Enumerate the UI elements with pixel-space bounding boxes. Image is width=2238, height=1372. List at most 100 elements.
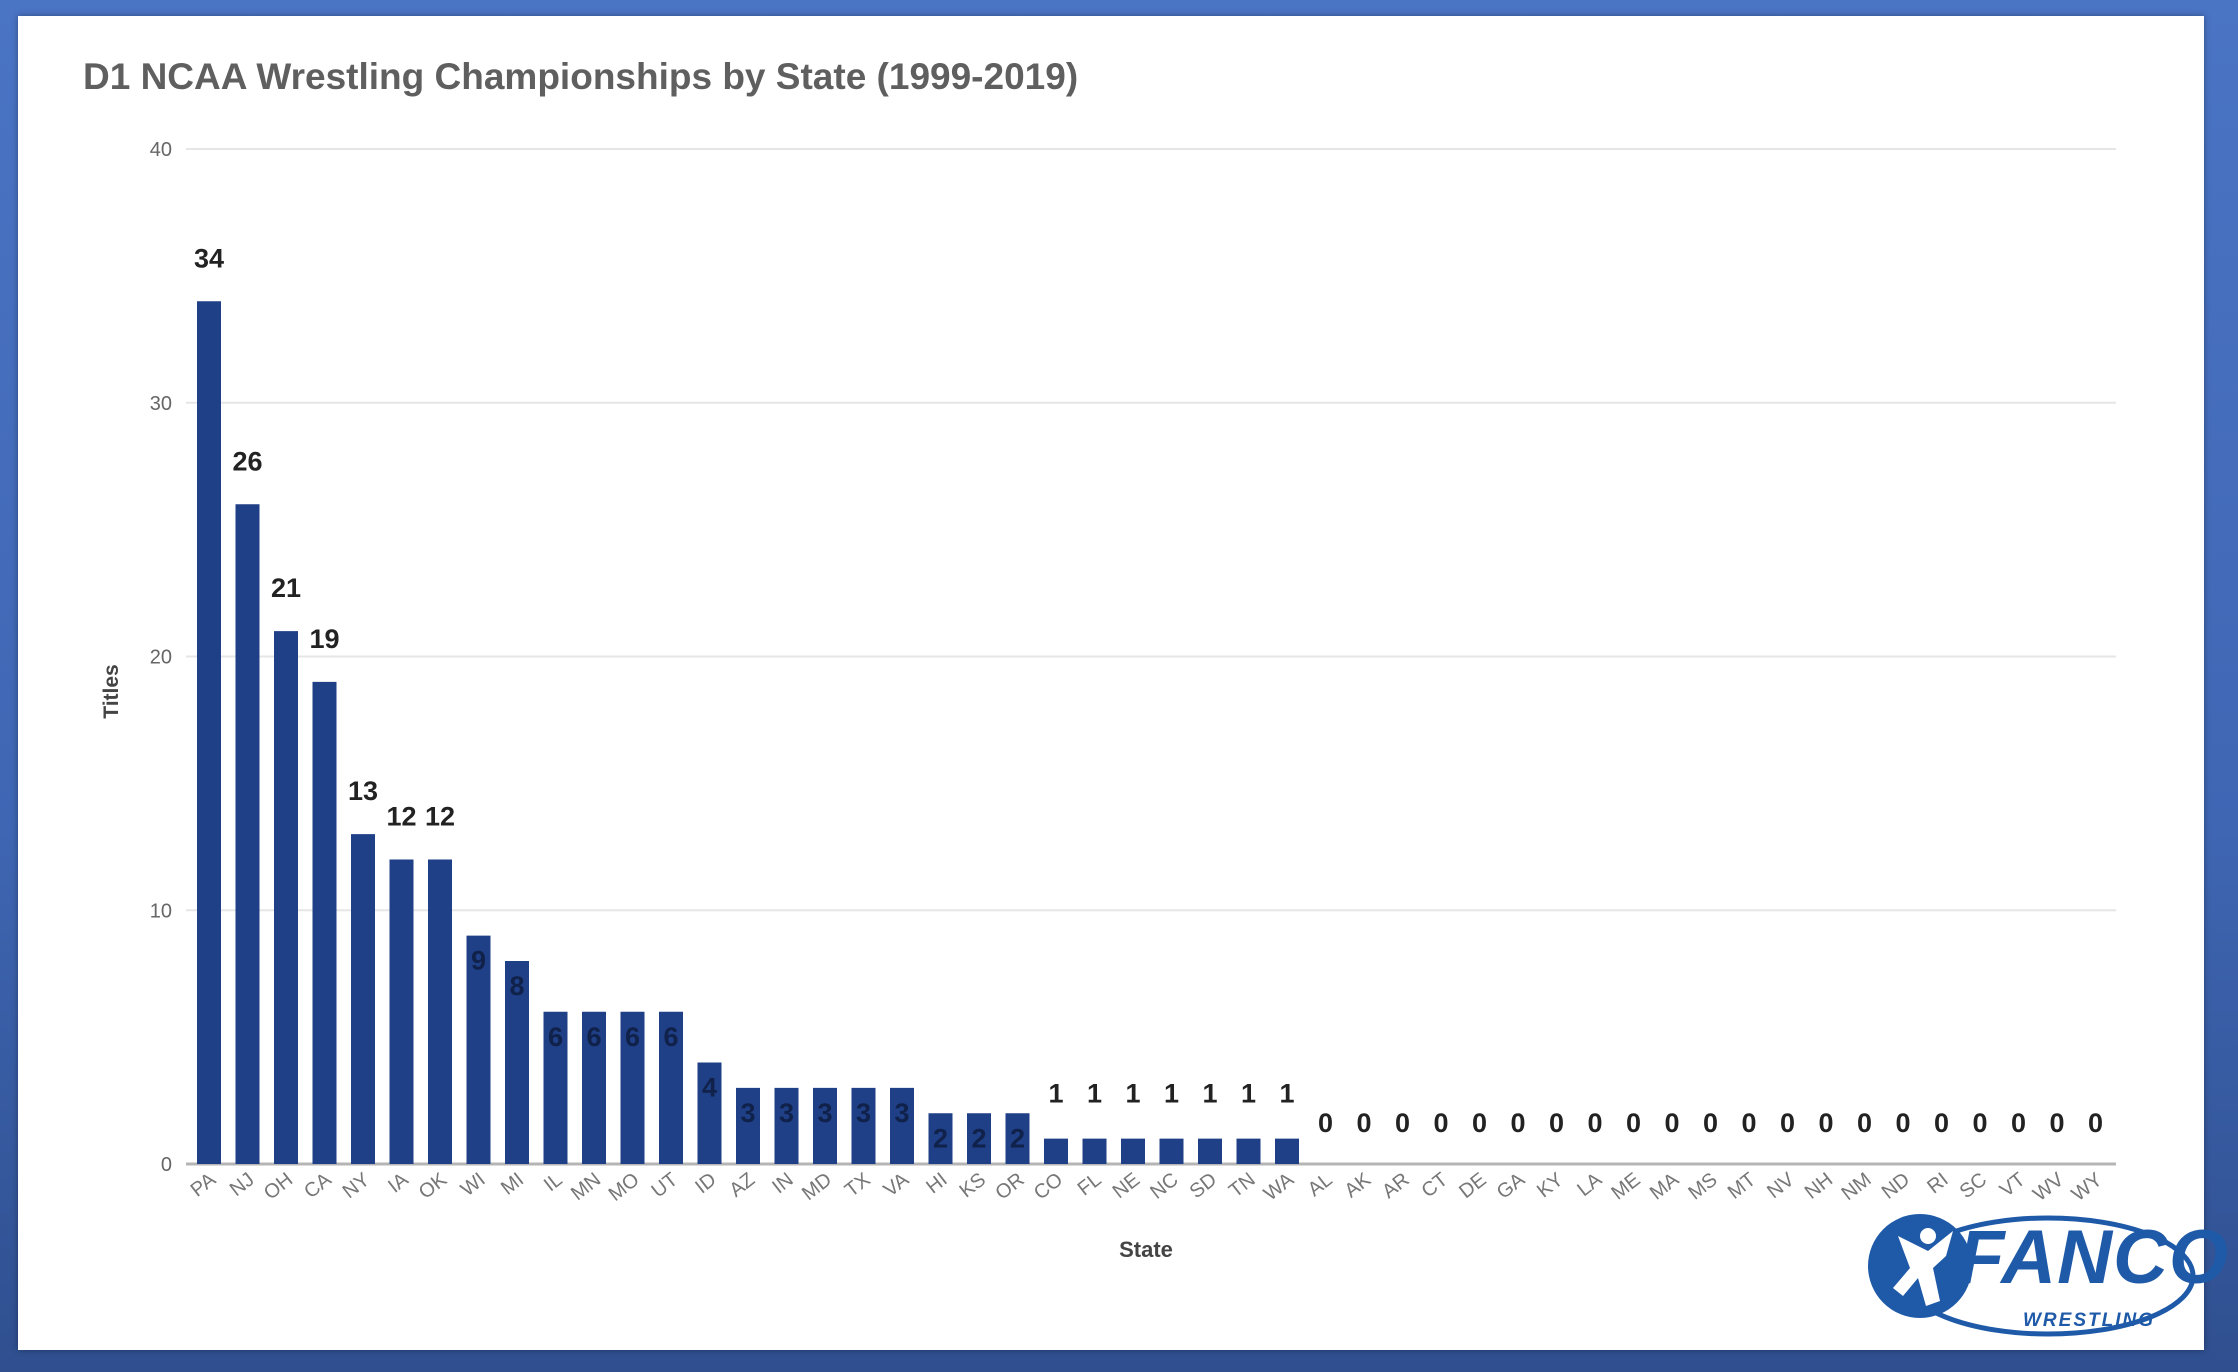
y-tick-label: 10 (150, 900, 172, 922)
logo-wordmark: FANCO (1958, 1215, 2229, 1300)
x-tick-label: NJ (226, 1169, 259, 1201)
bar-co (1044, 1138, 1068, 1164)
data-label: 0 (1356, 1108, 1371, 1138)
data-label: 0 (1703, 1108, 1718, 1138)
data-label: 6 (548, 1022, 563, 1052)
data-label: 12 (425, 802, 455, 832)
x-tick-label: FL (1074, 1169, 1106, 1201)
x-tick-label: HI (922, 1169, 951, 1199)
data-label: 0 (1895, 1108, 1910, 1138)
y-tick-label: 0 (161, 1154, 172, 1176)
bar-mn (582, 1011, 606, 1164)
y-tick-label: 40 (150, 139, 172, 161)
x-tick-label: LA (1573, 1168, 1606, 1201)
bar-ks (967, 1113, 991, 1164)
bar-il (543, 1011, 568, 1164)
x-tick-label: WI (457, 1169, 490, 1201)
data-label: 0 (2088, 1108, 2103, 1138)
data-label: 6 (663, 1022, 678, 1052)
x-tick-label: MS (1684, 1169, 1721, 1205)
bar-pa (197, 301, 221, 1164)
x-tick-label: VT (1996, 1169, 2030, 1202)
data-label: 6 (625, 1022, 640, 1052)
data-label: 3 (856, 1098, 871, 1128)
data-label: 0 (1472, 1108, 1487, 1138)
bar-md (813, 1087, 837, 1164)
bar-wa (1275, 1138, 1299, 1164)
bar-hi (928, 1113, 953, 1164)
data-label: 1 (1087, 1079, 1102, 1109)
bar-fl (1082, 1138, 1107, 1164)
x-tick-label: UT (648, 1169, 683, 1203)
x-tick-label: AL (1304, 1169, 1337, 1201)
bar-ia (389, 859, 414, 1164)
bar-mo (620, 1011, 645, 1164)
x-tick-label: NH (1801, 1169, 1837, 1204)
data-label: 3 (779, 1098, 794, 1128)
chart-title: D1 NCAA Wrestling Championships by State… (83, 56, 1079, 97)
bar-ut (659, 1011, 683, 1164)
x-tick-label: PA (187, 1168, 221, 1201)
x-tick-label: WA (1260, 1168, 1299, 1205)
logo-subtitle: WRESTLING (2023, 1310, 2155, 1331)
x-tick-label: OH (260, 1169, 297, 1205)
data-label: 0 (1433, 1108, 1448, 1138)
data-label: 12 (386, 802, 416, 832)
data-label: 1 (1241, 1079, 1256, 1109)
x-tick-label: AK (1341, 1168, 1376, 1202)
x-tick-label: IL (540, 1169, 567, 1197)
bar-or (1005, 1113, 1030, 1164)
data-label: 2 (933, 1123, 948, 1153)
x-tick-label: NC (1146, 1169, 1182, 1204)
data-label: 0 (1549, 1108, 1564, 1138)
data-label: 19 (309, 624, 339, 654)
bar-tn (1236, 1138, 1261, 1164)
data-label: 0 (1780, 1108, 1795, 1138)
x-tick-label: MO (605, 1169, 644, 1206)
x-tick-label: ID (691, 1169, 720, 1199)
bar-mi (505, 961, 529, 1164)
bar-va (890, 1087, 914, 1164)
bar-nc (1159, 1138, 1184, 1164)
x-tick-label: NE (1109, 1169, 1144, 1203)
x-tick-label: OK (415, 1168, 452, 1204)
x-tick-label: MA (1646, 1168, 1684, 1204)
x-tick-label: SC (1956, 1169, 1991, 1203)
x-tick-label: ME (1607, 1169, 1644, 1205)
data-label: 0 (1664, 1108, 1679, 1138)
bar-ne (1121, 1138, 1145, 1164)
x-tick-label: AZ (725, 1169, 759, 1202)
x-tick-label: NV (1763, 1168, 1799, 1203)
x-tick-label: CA (300, 1168, 336, 1203)
data-label: 2 (1010, 1123, 1025, 1153)
x-tick-label: MN (567, 1169, 605, 1205)
x-tick-label: MI (497, 1169, 528, 1200)
bar-ca (312, 681, 337, 1164)
y-tick-label: 30 (150, 393, 172, 415)
bar-ok (428, 859, 452, 1164)
x-tick-label: ND (1878, 1169, 1914, 1204)
data-label: 0 (1857, 1108, 1872, 1138)
data-label: 1 (1202, 1079, 1217, 1109)
x-tick-label: CT (1418, 1169, 1453, 1203)
data-label: 2 (971, 1123, 986, 1153)
x-tick-label: GA (1493, 1168, 1530, 1204)
data-label: 1 (1164, 1079, 1179, 1109)
x-tick-label: AR (1378, 1169, 1413, 1203)
data-label: 3 (740, 1098, 755, 1128)
data-label: 8 (509, 971, 524, 1001)
x-tick-label: OR (991, 1169, 1028, 1205)
y-axis-label: Titles (100, 664, 123, 718)
bar-az (736, 1087, 760, 1164)
bar-oh (274, 631, 298, 1164)
data-label: 0 (1318, 1108, 1333, 1138)
x-tick-label: KS (956, 1169, 991, 1203)
data-label: 6 (586, 1022, 601, 1052)
x-tick-label: IA (384, 1168, 413, 1197)
x-axis-label: State (1119, 1237, 1173, 1262)
x-tick-label: TX (841, 1169, 875, 1202)
x-tick-label: SD (1186, 1169, 1221, 1203)
data-label: 0 (1972, 1108, 1987, 1138)
bar-tx (851, 1087, 876, 1164)
